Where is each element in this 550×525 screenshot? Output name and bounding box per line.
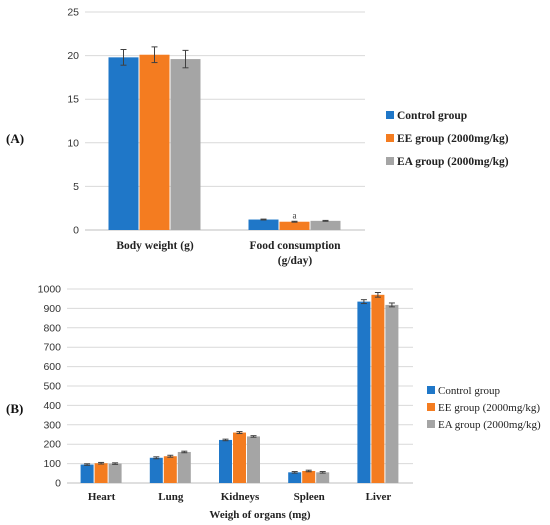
bar (316, 472, 330, 483)
bar (385, 304, 399, 483)
panel-b-chart: (B) 0 100 200 300 400 500 600 700 800 900 1000 Hea… (6, 284, 541, 522)
y-tick-label: 10 (67, 137, 79, 149)
bar (108, 57, 139, 231)
category-label: Kidneys (221, 491, 260, 503)
y-tick-label: 500 (43, 381, 61, 393)
category-label: (g/day) (278, 255, 313, 267)
legend-swatch (427, 386, 435, 394)
y-tick-label: 700 (43, 342, 61, 354)
y-tick-label: 0 (73, 225, 79, 237)
bar (279, 221, 310, 230)
panel-b-legend: Control group EE group (2000mg/kg) EA grou… (427, 385, 541, 431)
y-tick-label: 200 (43, 439, 61, 451)
bar (108, 463, 122, 483)
legend-label: Control group (438, 385, 501, 397)
y-tick-label: 800 (43, 322, 61, 334)
bar (170, 59, 201, 231)
y-tick-label: 15 (67, 94, 79, 106)
category-label: Food consumption (249, 240, 341, 252)
legend-label: Control group (397, 110, 467, 122)
y-tick-label: 5 (73, 181, 79, 193)
panel-a-legend: Control group EE group (2000mg/kg) EA grou… (386, 110, 509, 168)
bar (371, 294, 385, 483)
category-label: Liver (366, 491, 392, 503)
y-tick-label: 300 (43, 419, 61, 431)
legend-swatch (386, 157, 394, 165)
category-label: Spleen (294, 491, 325, 503)
legend-label: EA group (2000mg/kg) (397, 156, 509, 168)
y-tick-label: 1000 (38, 284, 62, 296)
category-label: Lung (158, 491, 184, 503)
panel-b-x-axis-label: Weigh of organs (mg) (209, 509, 310, 521)
bar (163, 456, 177, 483)
y-tick-label: 20 (67, 50, 79, 62)
bar (177, 451, 191, 483)
bar (357, 301, 371, 483)
significance-annotation: a (293, 210, 297, 220)
y-tick-label: 25 (67, 7, 79, 19)
panel-a-label: (A) (6, 131, 24, 146)
bar (219, 439, 232, 483)
y-tick-label: 900 (43, 303, 61, 315)
legend-swatch (427, 420, 435, 428)
panel-a-chart: (A) 0 5 10 15 20 25 a Body weight (g) Food con… (6, 7, 509, 268)
y-tick-label: 600 (43, 361, 61, 373)
legend-label: EE group (2000mg/kg) (397, 133, 509, 145)
category-label: Body weight (g) (116, 240, 193, 252)
legend-swatch (427, 403, 435, 411)
bar (139, 54, 170, 231)
bar (94, 463, 108, 483)
legend-swatch (386, 111, 394, 119)
y-tick-label: 0 (55, 478, 61, 490)
bar (80, 464, 94, 483)
category-label: Heart (88, 491, 116, 503)
y-tick-label: 100 (43, 458, 61, 470)
legend-label: EE group (2000mg/kg) (438, 402, 540, 414)
bar (302, 470, 316, 483)
bar (310, 220, 341, 230)
bar (248, 219, 279, 230)
bar (149, 457, 163, 483)
bar (288, 472, 302, 483)
y-tick-label: 400 (43, 400, 61, 412)
legend-label: EA group (2000mg/kg) (438, 419, 541, 431)
legend-swatch (386, 134, 394, 142)
panel-b-label: (B) (6, 401, 23, 416)
bar (247, 436, 260, 483)
bar (233, 432, 246, 483)
